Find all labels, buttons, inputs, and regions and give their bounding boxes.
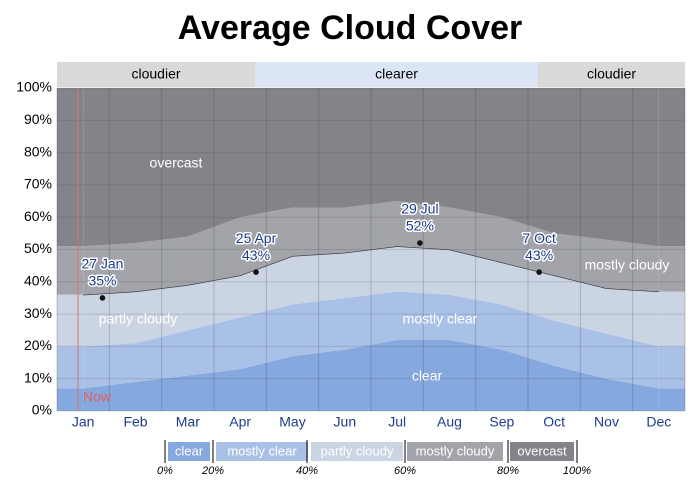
now-label: Now [83,389,112,405]
x-tick-label: Nov [594,414,619,430]
annotation-label: 43% [242,247,270,263]
annotation-dot [536,269,542,275]
y-tick-label: 70% [24,176,52,192]
legend-tick-label: 60% [394,465,416,477]
annotation-dot [253,269,259,275]
annotation-label: 35% [88,273,116,289]
x-tick-label: Jul [388,414,406,430]
y-tick-label: 100% [16,79,52,95]
area-edge [57,294,84,347]
y-tick-label: 30% [24,305,52,321]
area-label: overcast [150,155,203,171]
band [57,62,255,87]
area-label: partly cloudy [99,311,178,327]
y-tick-label: 40% [24,273,52,289]
area-label: mostly cloudy [585,257,670,273]
legend-label: overcast [517,443,567,458]
chart-title: Average Cloud Cover [178,9,523,47]
annotation-label: 43% [525,247,553,263]
legend-label: clear [175,443,204,458]
y-tick-label: 60% [24,208,52,224]
legend-swatch [311,442,403,461]
x-tick-label: Mar [176,414,200,430]
x-tick-label: Jan [72,414,95,430]
y-tick-label: 20% [24,337,52,353]
band-label: cloudier [131,66,180,82]
legend-tick-label: 100% [563,465,591,477]
area-label: clear [412,368,443,384]
area [83,291,659,389]
x-tick-label: Feb [123,414,147,430]
legend-tick-label: 80% [497,465,519,477]
y-tick-label: 10% [24,369,52,385]
area-edge [57,246,84,295]
area [83,201,659,295]
x-tick-label: May [279,414,305,430]
band-label: cloudier [587,66,636,82]
area [83,246,659,347]
legend-tick-label: 0% [157,465,173,477]
annotation-dot [99,295,106,301]
area-edge [658,291,685,347]
legend-swatch [168,442,210,461]
legend-swatch [407,442,503,461]
y-tick-label: 80% [24,143,52,159]
legend-label: mostly clear [227,443,297,458]
y-tick-label: 90% [24,111,52,127]
annotation-date: 7 Oct [522,230,556,246]
annotation-date: 29 Jul [401,201,438,217]
legend-swatch [510,442,574,461]
band [538,62,685,87]
annotation-dot [417,240,423,246]
legend-label: partly cloudy [321,443,394,458]
area-label: mostly clear [403,311,478,327]
area [83,339,659,411]
area-edge [658,346,685,389]
annotation-label: 52% [406,218,434,234]
area-edge [57,88,84,247]
area-edge [57,346,84,389]
area [83,88,659,247]
legend-swatch [216,442,308,461]
x-tick-label: Sep [489,414,514,430]
x-tick-label: Dec [646,414,671,430]
legend-tick-label: 20% [201,465,224,477]
legend-tick-label: 40% [296,465,318,477]
x-tick-label: Apr [229,414,251,430]
band-label: clearer [375,66,418,82]
x-tick-label: Oct [543,414,565,430]
area-edge [658,246,685,292]
x-tick-label: Jun [334,414,357,430]
area-edge [57,388,84,411]
y-tick-label: 50% [24,240,52,256]
area-edge [658,388,685,411]
x-tick-label: Aug [437,414,462,430]
annotation-date: 25 Apr [236,230,277,246]
y-tick-label: 0% [32,402,52,418]
annotation-date: 27 Jan [81,256,123,272]
area-edge [658,88,685,247]
legend-label: mostly cloudy [416,443,495,458]
band [255,62,538,87]
